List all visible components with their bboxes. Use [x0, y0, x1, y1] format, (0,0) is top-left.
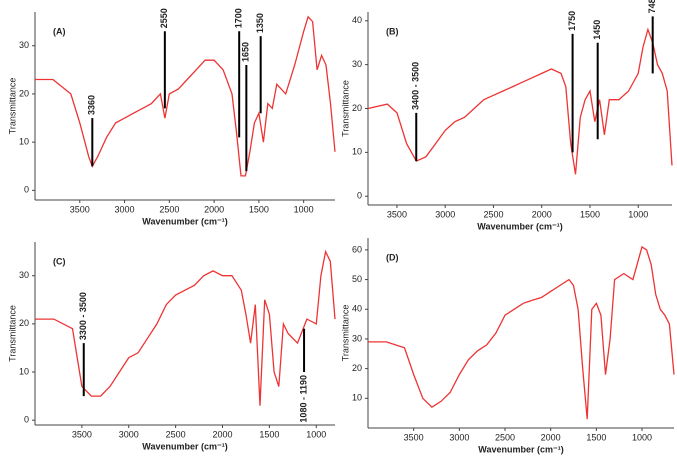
- x-tick-label: 1000: [632, 432, 652, 442]
- y-axis-label: Transmittance: [7, 78, 17, 135]
- x-tick-label: 3000: [435, 209, 455, 219]
- x-tick-label: 2500: [483, 209, 503, 219]
- panel-title: (C): [53, 256, 66, 266]
- y-tick-label: 10: [352, 393, 362, 403]
- x-tick-label: 2000: [541, 432, 561, 442]
- annotation-label: 2550: [159, 8, 169, 28]
- x-tick-label: 3000: [449, 432, 469, 442]
- y-tick-label: 30: [352, 59, 362, 69]
- x-tick-label: 3500: [72, 429, 92, 439]
- x-tick-label: 1500: [586, 432, 606, 442]
- annotation-label: 1650: [241, 42, 251, 62]
- annotation-label: 1350: [255, 13, 265, 33]
- panel-title: (D): [386, 252, 399, 262]
- spectrum-line: [367, 27, 673, 175]
- x-axis-label: Wavenumber (cm⁻¹): [142, 441, 227, 451]
- y-tick-label: 0: [357, 191, 362, 201]
- x-tick-label: 2000: [204, 204, 224, 214]
- y-tick-label: 30: [19, 40, 29, 50]
- x-tick-label: 1500: [249, 204, 269, 214]
- y-tick-label: 50: [352, 274, 362, 284]
- y-tick-label: 10: [19, 366, 29, 376]
- y-tick-label: 20: [352, 363, 362, 373]
- annotation-label: 1700: [234, 8, 244, 28]
- y-tick-label: 30: [19, 270, 29, 280]
- y-tick-label: 10: [352, 147, 362, 157]
- y-tick-label: 20: [19, 318, 29, 328]
- x-tick-label: 1000: [628, 209, 648, 219]
- x-tick-label: 3000: [119, 429, 139, 439]
- y-axis-label: Transmittance: [340, 80, 350, 137]
- x-tick-label: 3500: [404, 432, 424, 442]
- x-tick-label: 1500: [259, 429, 279, 439]
- annotation-label: 3300 - 3500: [78, 292, 88, 340]
- y-tick-label: 0: [24, 185, 29, 195]
- annotation-label: 748: [647, 0, 657, 13]
- x-tick-label: 2000: [212, 429, 232, 439]
- x-tick-label: 2500: [495, 432, 515, 442]
- annotation-label: 3400 - 3500: [411, 62, 421, 110]
- y-axis-label: Transmittance: [7, 305, 17, 362]
- spectrum-line: [35, 249, 336, 406]
- spectrum-line: [368, 245, 675, 420]
- y-tick-label: 10: [19, 137, 29, 147]
- spectrum-line: [35, 15, 336, 177]
- annotation-label: 1080 - 1190: [298, 375, 308, 423]
- annotation-label: 1750: [567, 11, 577, 31]
- x-tick-label: 2500: [166, 429, 186, 439]
- x-tick-label: 3500: [387, 209, 407, 219]
- x-tick-label: 2500: [159, 204, 179, 214]
- y-tick-label: 30: [352, 333, 362, 343]
- y-tick-label: 20: [19, 88, 29, 98]
- x-axis-label: Wavenumber (cm⁻¹): [478, 444, 563, 454]
- annotation-label: 1450: [592, 20, 602, 40]
- x-tick-label: 2000: [532, 209, 552, 219]
- x-tick-label: 1000: [294, 204, 314, 214]
- x-tick-label: 1000: [306, 429, 326, 439]
- x-axis-label: Wavenumber (cm⁻¹): [477, 221, 562, 231]
- y-tick-label: 20: [352, 103, 362, 113]
- y-axis-label: Transmittance: [340, 305, 350, 362]
- panel-title: (A): [53, 26, 66, 36]
- x-tick-label: 1500: [580, 209, 600, 219]
- y-tick-label: 40: [352, 15, 362, 25]
- x-tick-label: 3500: [70, 204, 90, 214]
- y-tick-label: 0: [24, 415, 29, 425]
- y-tick-label: 60: [352, 244, 362, 254]
- annotation-label: 3360: [87, 95, 97, 115]
- x-axis-label: Wavenumber (cm⁻¹): [142, 216, 227, 226]
- x-tick-label: 3000: [115, 204, 135, 214]
- y-tick-label: 40: [352, 304, 362, 314]
- panel-title: (B): [386, 26, 399, 36]
